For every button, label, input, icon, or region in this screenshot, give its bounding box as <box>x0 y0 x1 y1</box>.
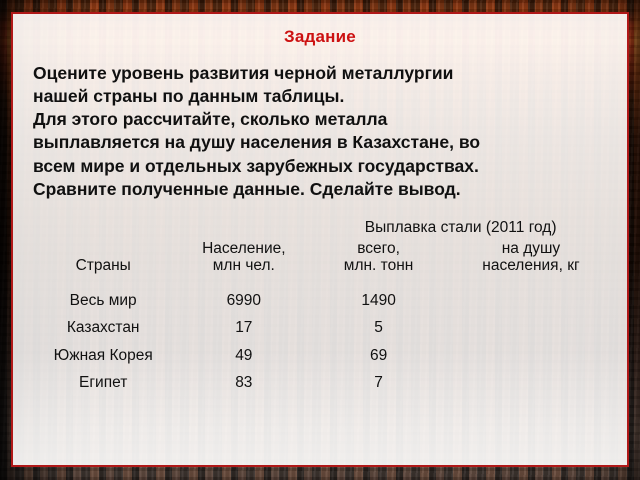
header-total-output: всего, млн. тонн <box>308 240 449 278</box>
table-row: Египет 83 7 <box>27 364 613 391</box>
table-body: Весь мир 6990 1490 Казахстан 17 5 Южная … <box>27 278 613 390</box>
task-description: Оцените уровень развития черной металлур… <box>27 62 613 202</box>
steel-production-table: Страны Население, млн чел. Выплавка стал… <box>27 219 613 390</box>
header-countries: Страны <box>75 257 131 275</box>
content-panel: Задание Оцените уровень развития черной … <box>11 12 629 467</box>
task-line: нашей страны по данным таблицы. <box>33 85 345 106</box>
header-population-line1: Население, <box>202 240 286 258</box>
cell-per-capita <box>449 337 613 364</box>
cell-per-capita <box>449 278 613 309</box>
header-per-capita-line2: населения, кг <box>482 257 580 275</box>
cell-country: Казахстан <box>66 319 140 337</box>
table-header-sub-row: всего, млн. тонн на душу населения, кг <box>27 240 613 278</box>
table-header-group-row: Страны Население, млн чел. Выплавка стал… <box>27 219 613 274</box>
cell-total-output: 7 <box>374 373 383 391</box>
header-per-capita-line1: на душу <box>501 240 561 258</box>
header-per-capita: на душу населения, кг <box>449 240 613 278</box>
page-title: Задание <box>284 27 356 46</box>
header-steel-output-group: Выплавка стали (2011 год) <box>364 219 557 237</box>
table-row: Казахстан 17 5 <box>27 309 613 336</box>
cell-population: 17 <box>235 319 253 337</box>
header-population: Население, млн чел. <box>179 219 308 278</box>
cell-population: 49 <box>235 346 253 364</box>
task-line: Сравните полученные данные. Сделайте выв… <box>33 179 461 200</box>
cell-total-output: 69 <box>369 346 388 364</box>
cell-country: Весь мир <box>69 292 137 310</box>
header-total-line2: млн. тонн <box>343 257 414 275</box>
header-total-line1: всего, <box>357 240 400 258</box>
task-line: Оцените уровень развития черной металлур… <box>33 62 454 83</box>
cell-country: Южная Корея <box>53 346 153 364</box>
task-line: Для этого рассчитайте, сколько металла <box>33 109 388 130</box>
table-row: Южная Корея 49 69 <box>27 337 613 364</box>
cell-population: 6990 <box>226 292 262 310</box>
cell-per-capita <box>449 309 613 336</box>
task-line: всем мире и отдельных зарубежных государ… <box>33 155 479 176</box>
cell-country: Египет <box>79 373 128 391</box>
cell-per-capita <box>449 364 613 391</box>
header-population-line2: млн чел. <box>212 257 275 275</box>
table-row: Весь мир 6990 1490 <box>27 278 613 309</box>
task-line: выплавляется на душу населения в Казахст… <box>33 132 481 153</box>
cell-total-output: 1490 <box>361 292 396 310</box>
table-header: Страны Население, млн чел. Выплавка стал… <box>27 219 613 278</box>
cell-total-output: 5 <box>374 319 383 337</box>
cell-population: 83 <box>235 373 253 391</box>
